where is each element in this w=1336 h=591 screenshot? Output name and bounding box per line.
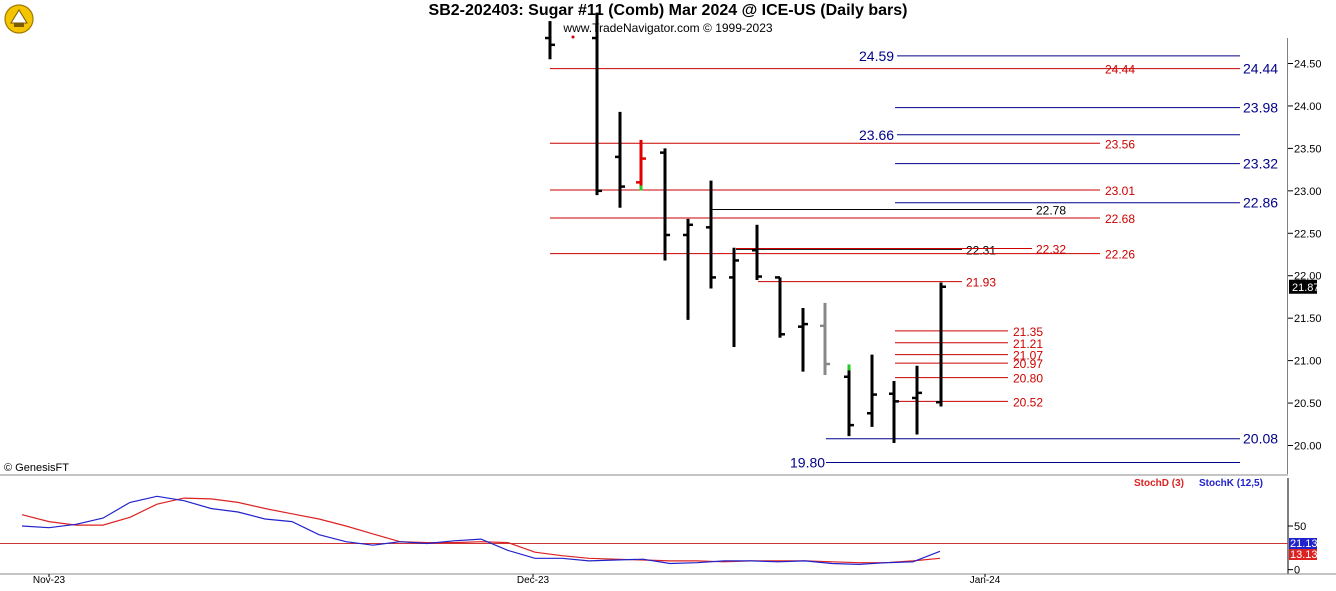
ohlc-bar — [844, 364, 854, 437]
ohlc-bar — [729, 247, 739, 348]
price-tick-label: 23.50 — [1294, 143, 1322, 155]
price-axis-bg — [1288, 38, 1336, 478]
level-label: 21.07 — [1013, 349, 1043, 363]
level-label: 20.80 — [1013, 372, 1043, 386]
ohlc-bar — [936, 282, 946, 407]
x-tick-label: Nov-23 — [32, 575, 66, 586]
level-label: 23.32 — [1243, 156, 1278, 172]
ohlc-bar — [545, 21, 555, 60]
main-panel-bg — [0, 38, 1288, 474]
legend-stochd: StochD (3) — [1134, 478, 1184, 489]
stoch-tick-label: 50 — [1294, 521, 1306, 533]
ohlc-bar — [615, 111, 625, 208]
price-bars — [545, 12, 946, 443]
ohlc-bar — [636, 139, 646, 191]
x-tick-label: Dec-23 — [516, 575, 550, 586]
level-label: 23.98 — [1243, 100, 1278, 116]
price-tick-label: 24.50 — [1294, 59, 1322, 71]
stoch-tick-label: 0 — [1294, 565, 1300, 577]
stoch-last-value-label: 13.13 — [1290, 549, 1318, 561]
level-label: 23.01 — [1105, 184, 1135, 198]
stoch-series-line — [21, 495, 941, 566]
price-tick-label: 22.00 — [1294, 271, 1322, 283]
level-label: 22.32 — [1036, 243, 1066, 257]
chart-title: SB2-202403: Sugar #11 (Comb) Mar 2024 @ … — [428, 2, 908, 19]
ohlc-bar — [775, 276, 785, 338]
ohlc-bar — [752, 224, 762, 280]
level-label: 22.86 — [1243, 195, 1278, 211]
ohlc-bar — [912, 365, 922, 435]
legend-stochk: StochK (12,5) — [1199, 478, 1263, 489]
price-tick-label: 20.00 — [1294, 441, 1322, 453]
copyright-label: © GenesisFT — [4, 462, 69, 474]
price-axis: 20.00 20.50 21.00 21.50 22.00 22.50 23.00 23.50… — [1288, 59, 1322, 453]
level-label: 22.26 — [1105, 248, 1135, 262]
ohlc-bar — [660, 148, 670, 261]
last-price-box — [1289, 279, 1317, 294]
price-tick-label: 23.00 — [1294, 186, 1322, 198]
level-label: 22.31 — [966, 243, 996, 257]
level-label: 19.80 — [790, 454, 825, 470]
ohlc-bar — [889, 380, 899, 443]
price-tick-label: 21.00 — [1294, 356, 1322, 368]
trade-navigator-logo-icon — [3, 3, 35, 35]
stoch-last-value-box — [1289, 538, 1317, 549]
ohlc-bar — [820, 302, 830, 376]
level-label: 24.59 — [859, 48, 894, 64]
ohlc-bar — [706, 180, 716, 289]
level-label: 23.66 — [859, 127, 894, 143]
last-price-label: 21.87 — [1292, 282, 1320, 294]
ohlc-bar — [798, 307, 808, 372]
level-label: 23.56 — [1105, 137, 1135, 151]
level-label: 22.68 — [1105, 212, 1135, 226]
price-tick-label: 24.00 — [1294, 101, 1322, 113]
level-label: 21.35 — [1013, 325, 1043, 339]
stoch-last-value-label: 21.13 — [1290, 538, 1318, 550]
main-panel-frame — [0, 38, 1336, 478]
level-label: 24.44 — [1243, 61, 1278, 77]
ohlc-bar — [867, 354, 877, 427]
stoch-panel-bg — [0, 478, 1288, 574]
level-label: 24.44 — [1105, 63, 1135, 77]
level-label: 21.21 — [1013, 337, 1043, 351]
level-label: 20.52 — [1013, 395, 1043, 409]
level-label: 20.08 — [1243, 431, 1278, 447]
level-label: 22.78 — [1036, 204, 1066, 218]
ohlc-bar — [683, 218, 693, 320]
marker-dot — [571, 35, 575, 39]
x-tick-label: Jan-24 — [969, 575, 1001, 586]
chart-subtitle: www.TradeNavigator.com © 1999-2023 — [563, 21, 773, 35]
stoch-last-value-box — [1289, 549, 1317, 560]
price-tick-label: 20.50 — [1294, 398, 1322, 410]
ohlc-bar — [592, 12, 602, 196]
price-tick-label: 22.50 — [1294, 228, 1322, 240]
level-label: 20.97 — [1013, 357, 1043, 371]
level-label: 21.93 — [966, 276, 996, 290]
price-tick-label: 21.50 — [1294, 313, 1322, 325]
